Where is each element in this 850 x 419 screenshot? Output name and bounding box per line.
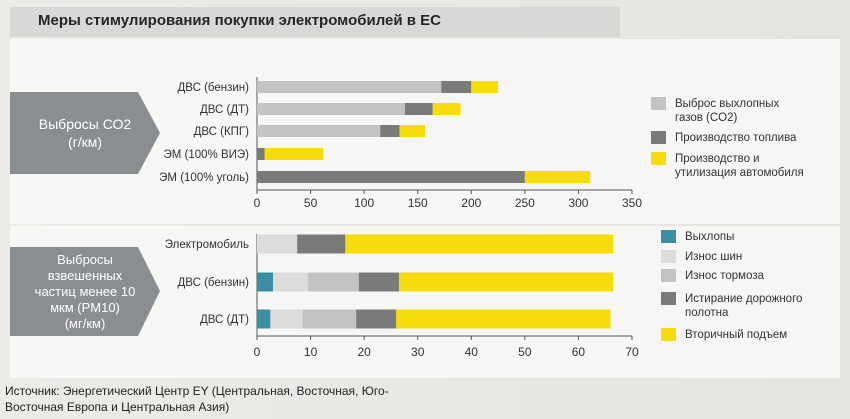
- legend-swatch: [651, 152, 666, 165]
- x-tick-label: 60: [572, 345, 586, 359]
- legend-label-line: Вторичный подъем: [685, 329, 787, 341]
- x-tick-label: 200: [461, 196, 481, 210]
- x-tick-label: 100: [354, 196, 374, 210]
- x-tick-label: 30: [411, 345, 425, 359]
- legend-label-line: Истирание дорожного: [685, 293, 802, 305]
- category-label: ЭМ (100% ВИЭ): [163, 149, 249, 161]
- legend-label: Износ тормоза: [685, 270, 765, 282]
- legend-swatch: [651, 131, 666, 144]
- legend-label-line: полотна: [685, 307, 729, 319]
- bar-segment: [345, 234, 614, 254]
- pm10-plot: 0 10 20 30 40 50 60 70 Электромобиль ДВС (бензин)…: [165, 230, 802, 359]
- category-label: ДВС (бензин): [178, 277, 250, 289]
- legend-label-line: Выброс выхлопных: [675, 98, 779, 110]
- legend-label-line: Износ тормоза: [685, 270, 765, 282]
- legend-swatch: [651, 97, 666, 110]
- arrow-shape: [10, 247, 160, 336]
- legend-label-line: Выхлопы: [685, 231, 734, 243]
- legend-label: Выброс выхлопных газов (CO2): [675, 98, 779, 124]
- co2-panel-label: Выбросы СО2 (г/км): [10, 92, 160, 174]
- bar-segment: [524, 171, 591, 183]
- bar-segment: [257, 103, 405, 115]
- category-label: ЭМ (100% уголь): [159, 172, 249, 184]
- category-label: ДВС (КПГ): [194, 126, 250, 138]
- pm10-panel-label: Выбросы взвешенных частиц менее 10 мкм (…: [10, 247, 160, 336]
- x-tick-label: 70: [625, 345, 639, 359]
- bar-segment: [297, 234, 346, 254]
- legend-swatch: [661, 328, 676, 341]
- bar-segment: [358, 272, 399, 292]
- x-tick-label: 350: [622, 196, 642, 210]
- legend-label-line: газов (CO2): [675, 112, 738, 124]
- x-tick-label: 0: [254, 345, 261, 359]
- legend-swatch: [661, 250, 676, 263]
- bar-segment: [356, 309, 397, 329]
- x-tick-label: 250: [515, 196, 535, 210]
- bar-segment: [273, 272, 308, 292]
- legend-swatch: [661, 269, 676, 282]
- x-tick-label: 50: [304, 196, 318, 210]
- legend-label-line: Износ шин: [685, 251, 742, 263]
- bar-segment: [257, 309, 271, 329]
- category-label: ДВС (бензин): [178, 82, 250, 94]
- co2-panel-label-text: Выбросы СО2 (г/км): [38, 116, 132, 150]
- bar-segment: [380, 125, 400, 137]
- legend-label-line: Производство и: [675, 153, 760, 165]
- arrow-shape: [10, 92, 160, 174]
- legend-label: Производство и утилизация автомобиля: [675, 153, 804, 179]
- legend-label-line: утилизация автомобиля: [675, 167, 804, 179]
- legend-label-line: Производство топлива: [675, 132, 797, 144]
- legend-label: Износ шин: [685, 251, 742, 263]
- legend-swatch: [661, 230, 676, 243]
- chart-title: Меры стимулирования покупки электромобил…: [38, 12, 442, 29]
- bar-segment: [399, 125, 426, 137]
- bar-segment: [257, 272, 274, 292]
- x-tick-label: 40: [465, 345, 479, 359]
- bar-segment: [257, 125, 381, 137]
- bar-segment: [398, 272, 614, 292]
- x-tick-label: 150: [408, 196, 428, 210]
- legend-label: Истирание дорожного полотна: [685, 293, 802, 319]
- bar-segment: [396, 309, 611, 329]
- bar-segment: [307, 272, 359, 292]
- legend-swatch: [661, 292, 676, 305]
- bar-segment: [257, 234, 298, 254]
- x-tick-label: 10: [304, 345, 318, 359]
- bar-segment: [302, 309, 357, 329]
- legend-label: Вторичный подъем: [685, 329, 787, 341]
- category-label: Электромобиль: [165, 239, 249, 251]
- legend-label: Выхлопы: [685, 231, 734, 243]
- x-tick-label: 50: [518, 345, 532, 359]
- category-label: ДВС (ДТ): [200, 314, 249, 326]
- x-tick-label: 0: [254, 196, 261, 210]
- source-note: Источник: Энергетический Центр EY (Центр…: [5, 384, 389, 414]
- category-label: ДВС (ДТ): [200, 104, 249, 116]
- title-bar: [10, 7, 620, 37]
- x-tick-label: 20: [357, 345, 371, 359]
- bar-segment: [257, 81, 442, 93]
- co2-plot: 0 50 100 150 200 250 300 350 ДВС (бензин) ДВС (ДТ…: [159, 77, 804, 210]
- bar-segment: [257, 148, 265, 160]
- bar-segment: [441, 81, 472, 93]
- pm10-panel-label-text: Выбросы взвешенных частиц менее 10 мкм (…: [34, 251, 136, 331]
- legend-label: Производство топлива: [675, 132, 797, 144]
- bar-segment: [432, 103, 461, 115]
- bar-segment: [270, 309, 303, 329]
- x-tick-label: 300: [568, 196, 588, 210]
- bar-segment: [404, 103, 433, 115]
- bar-segment: [471, 81, 499, 93]
- bar-segment: [257, 171, 525, 183]
- bar-segment: [264, 148, 324, 160]
